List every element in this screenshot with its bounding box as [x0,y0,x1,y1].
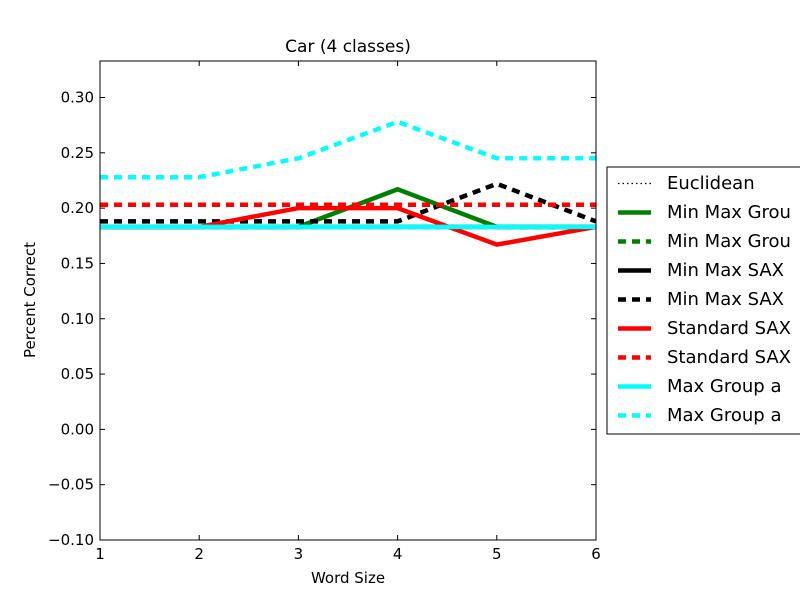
x-tick-label: 3 [294,545,304,563]
plot-area [100,119,596,247]
legend-label: Standard SAX [667,318,791,339]
series-line-5 [100,181,596,224]
y-tick-label: −0.05 [48,476,94,494]
x-tick-label: 2 [194,545,204,563]
y-tick-label: 0.20 [61,199,94,217]
legend-label: Min Max SAX [667,289,784,310]
legend-label: Min Max Grou [667,231,791,252]
y-tick-label: 0.05 [61,365,94,383]
y-tick-label: 0.25 [61,144,94,162]
legend-label: Euclidean [667,173,755,194]
x-tick-label: 6 [591,545,601,563]
x-tick-label: 5 [492,545,502,563]
y-tick-label: 0.00 [61,420,94,438]
legend-label: Max Group a [667,376,782,397]
y-tick-label: 0.30 [61,89,94,107]
x-axis-label: Word Size [311,569,385,587]
legend-label: Standard SAX [667,347,791,368]
y-tick-label: 0.10 [61,310,94,328]
legend-label: Min Max Grou [667,202,791,223]
legend: Euclidean Min Max Grou Min Max Grou Min Max… [606,166,800,435]
x-axis: 1 2 3 4 5 6 [95,61,601,563]
legend-label: Min Max SAX [667,260,784,281]
x-tick-label: 4 [393,545,403,563]
y-tick-label: 0.15 [61,254,94,272]
legend-label: Max Group a [667,405,782,426]
series-line-9 [100,119,596,180]
y-axis-label: Percent Correct [21,242,39,358]
x-tick-label: 1 [95,545,105,563]
plot-frame [99,60,597,541]
chart-title: Car (4 classes) [285,37,411,57]
y-tick-label: −0.10 [48,531,94,549]
y-axis: 0.30 0.25 0.20 0.15 0.10 0.05 0.00 −0.05 −0.10 [48,89,596,549]
